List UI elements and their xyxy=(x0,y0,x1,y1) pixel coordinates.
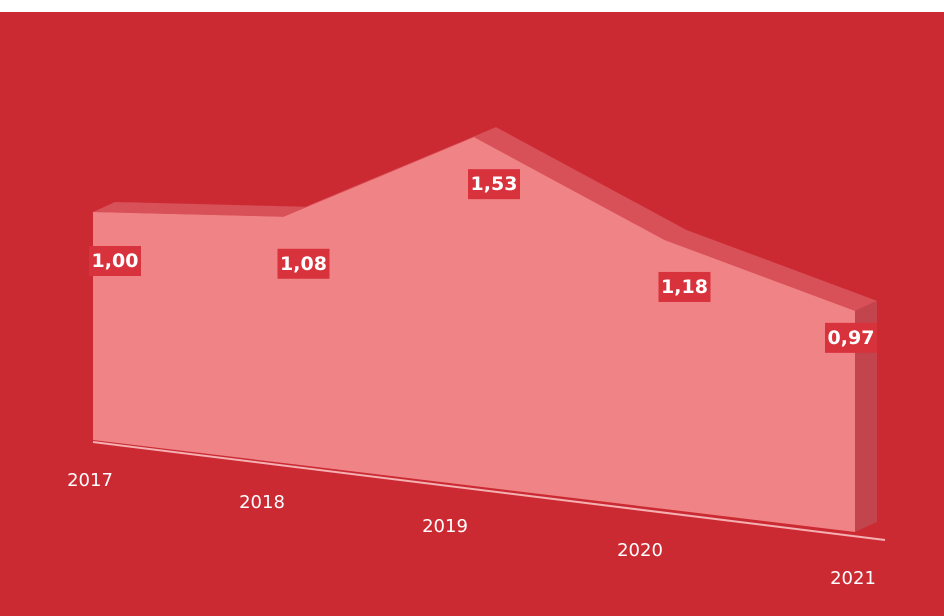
data-label-2017: 1,00 xyxy=(89,246,141,276)
data-label-text: 0,97 xyxy=(828,327,875,349)
data-label-text: 1,08 xyxy=(280,253,327,275)
data-label-bg xyxy=(89,246,141,276)
x-tick-label-2021: 2021 xyxy=(830,568,876,589)
x-tick-label-2020: 2020 xyxy=(617,540,663,561)
top-margin xyxy=(0,0,944,12)
x-axis-line xyxy=(92,441,886,541)
area-side-face xyxy=(855,300,877,532)
data-label-text: 1,53 xyxy=(471,173,518,195)
data-label-2019: 1,53 xyxy=(468,169,520,200)
x-tick-label-2017: 2017 xyxy=(67,470,113,491)
data-label-bg xyxy=(468,169,520,200)
data-label-bg xyxy=(277,248,330,279)
data-label-2018: 1,08 xyxy=(277,248,330,279)
data-label-text: 1,00 xyxy=(92,250,139,272)
x-tick-label-2018: 2018 xyxy=(239,492,285,513)
data-label-bg xyxy=(658,271,711,302)
data-label-2021: 0,97 xyxy=(825,322,877,353)
data-label-2020: 1,18 xyxy=(658,271,711,302)
data-label-bg xyxy=(825,322,877,353)
x-tick-label-2019: 2019 xyxy=(422,516,468,537)
area-front-face xyxy=(93,137,855,532)
data-label-text: 1,18 xyxy=(661,276,708,298)
